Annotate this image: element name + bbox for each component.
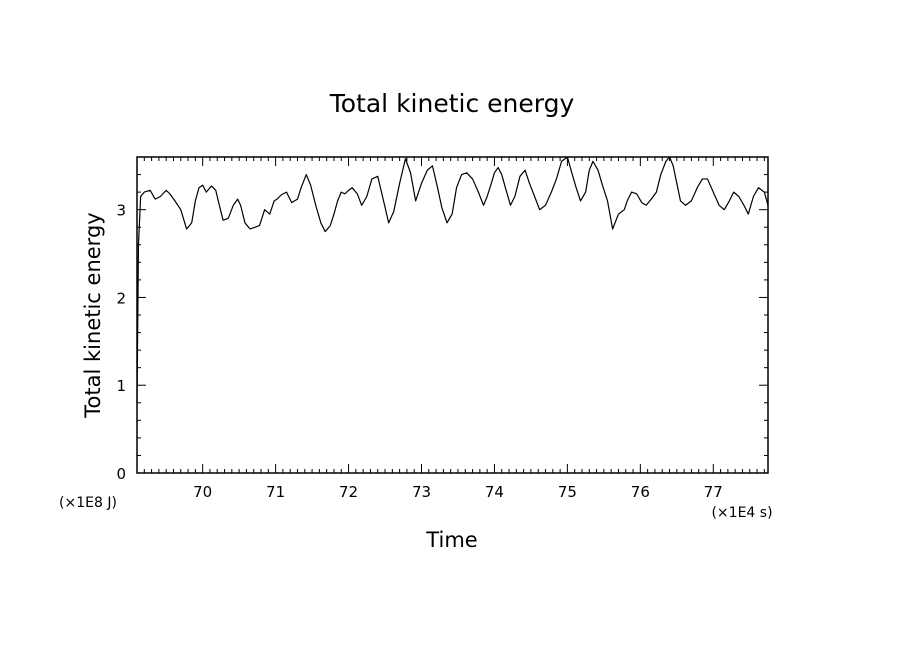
x-axis-ticks [136,157,765,473]
x-axis-label: Time [425,528,477,552]
y-tick-label: 1 [116,377,126,395]
x-tick-label: 75 [558,483,577,501]
y-axis-label: Total kinetic energy [81,212,105,418]
y-tick-label: 3 [116,202,126,220]
y-tick-label: 2 [116,289,126,307]
y-axis-tick-labels: 0 1 2 3 [116,202,126,483]
y-axis-unit: (×1E8 J) [59,495,117,511]
y-tick-label: 0 [116,465,126,483]
x-tick-label: 70 [193,483,212,501]
x-tick-label: 74 [485,483,504,501]
x-tick-label: 71 [266,483,285,501]
x-axis-tick-labels: 70 71 72 73 74 75 76 77 [193,483,723,501]
x-tick-label: 73 [412,483,431,501]
x-tick-label: 76 [631,483,650,501]
x-axis-unit: (×1E4 s) [711,505,772,521]
y-axis-ticks [137,156,768,474]
chart-title: Total kinetic energy [329,89,575,118]
x-tick-label: 72 [339,483,358,501]
series-line-kinetic-energy [136,156,769,403]
plot-frame [136,156,769,474]
x-tick-label: 77 [704,483,723,501]
